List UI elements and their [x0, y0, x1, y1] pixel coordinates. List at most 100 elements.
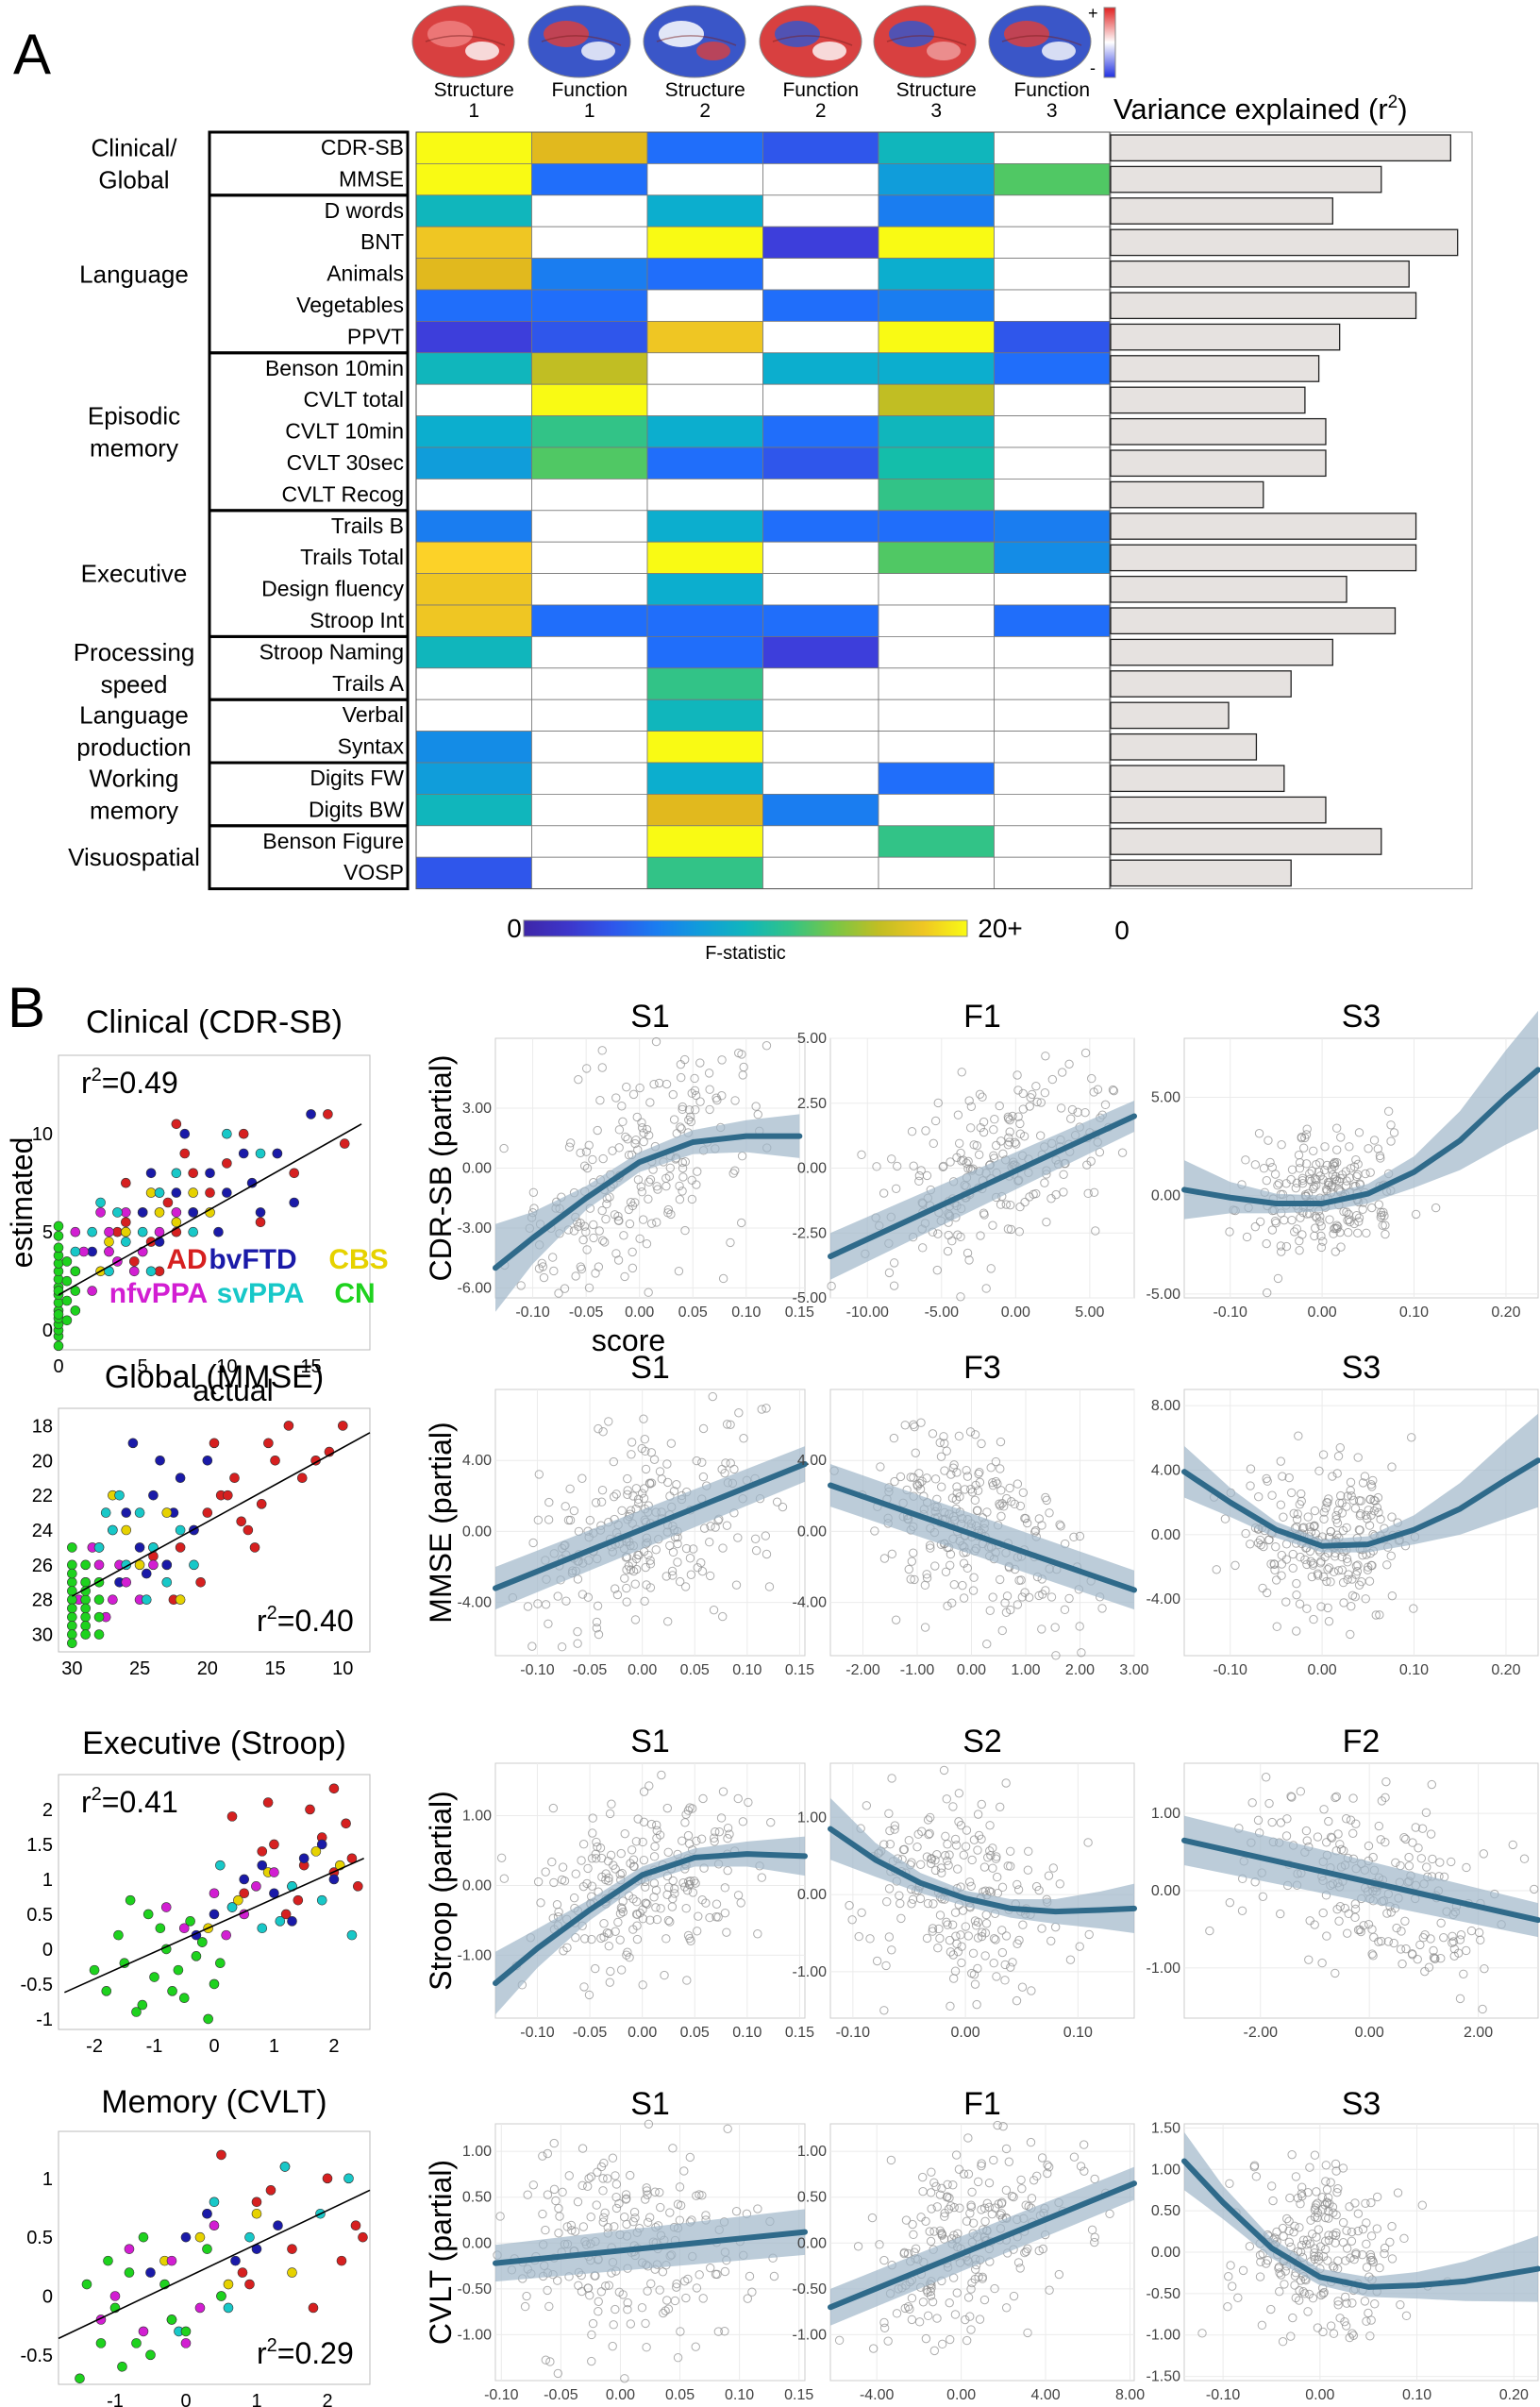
partial-point [1345, 1217, 1355, 1227]
heatmap-group-box [208, 824, 410, 891]
partial-point [1372, 2224, 1382, 2233]
partial-point [1262, 1588, 1272, 1598]
heatmap-cell [994, 541, 1111, 575]
partial-point [1045, 1508, 1054, 1518]
partial-point [950, 2310, 961, 2319]
partial-point [1319, 1507, 1329, 1517]
heatmap-cell [415, 320, 532, 354]
partial-point [583, 1863, 593, 1874]
partial-point [1346, 1486, 1355, 1495]
scatter-point [141, 1568, 152, 1579]
partial-point [632, 1897, 642, 1907]
scatter-point [336, 2255, 347, 2266]
partial-point [926, 2236, 936, 2247]
partial-point [1280, 1215, 1289, 1225]
partial-point [676, 2327, 685, 2336]
partial-point [1320, 1142, 1330, 1152]
partial-point [1318, 2289, 1329, 2298]
partial-point [935, 1910, 946, 1920]
partial-point [995, 1101, 1004, 1111]
partial-point [1338, 1577, 1348, 1588]
partial-point [1462, 1862, 1471, 1873]
heatmap-cell [878, 731, 995, 764]
variance-bar [1110, 859, 1292, 887]
partial-point [619, 1231, 628, 1240]
partial-point [1381, 1793, 1390, 1803]
partial-point [557, 1642, 567, 1652]
partial-point [909, 1548, 918, 1557]
partial-point [1035, 1131, 1046, 1140]
legend-entry: nfvPPA [109, 1278, 208, 1309]
partial-point [1046, 1194, 1056, 1204]
partial-point [1380, 2248, 1389, 2259]
heatmap-row-label: VOSP [343, 860, 404, 884]
partial-point [618, 1907, 628, 1917]
partial-point [1365, 2331, 1375, 2341]
partial-point [692, 1180, 701, 1189]
partial-point [1044, 1871, 1054, 1880]
partial-point [614, 1125, 625, 1135]
partial-point [1003, 1114, 1013, 1123]
heatmap-cell [762, 573, 879, 606]
partial-point [528, 1187, 539, 1197]
partial-point [1281, 1597, 1291, 1607]
scatter-point [202, 1507, 213, 1518]
scatter-point [104, 1237, 114, 1247]
partial-point [1333, 1829, 1343, 1839]
heatmap-cell [646, 510, 763, 543]
partial-point [1015, 2264, 1025, 2273]
scatter-point [128, 1256, 140, 1267]
heatmap-cell [878, 162, 995, 196]
scatter-y-tick-label: -1 [36, 2010, 53, 2030]
partial-point [691, 1105, 700, 1115]
heatmap-cell [762, 478, 879, 512]
partial-point [996, 1464, 1005, 1473]
heatmap-group-label: Episodic [88, 401, 180, 429]
partial-point [663, 1847, 673, 1858]
partial-point [673, 2353, 683, 2363]
partial-point [903, 2248, 913, 2259]
partial-point [1455, 1935, 1465, 1944]
partial-point [1386, 1120, 1396, 1130]
partial-point [1006, 1224, 1016, 1235]
partial-point [1361, 1510, 1371, 1520]
partial-point [722, 1420, 732, 1429]
scatter-point [273, 2220, 283, 2231]
scatter-y-tick-label: 1 [42, 2169, 53, 2190]
partial-point [1282, 1814, 1292, 1824]
partial-point [1005, 1846, 1015, 1856]
partial-point [967, 2278, 977, 2288]
partial-point [592, 2200, 601, 2210]
partial-point [643, 2286, 652, 2296]
partial-point [937, 1482, 946, 1491]
variance-title-superscript: 2 [1388, 93, 1398, 112]
partial-point [896, 1913, 906, 1924]
partial-point [887, 1549, 897, 1559]
partial-x-tick-label: 0.05 [678, 1304, 708, 1321]
partial-point [884, 1809, 894, 1818]
variance-plot-frame [1110, 131, 1473, 890]
heatmap-cell [531, 604, 648, 637]
partial-point [582, 1163, 593, 1173]
partial-point [1015, 1129, 1026, 1138]
scatter-y-tick-label: -0.5 [21, 2346, 53, 2366]
partial-point [610, 2222, 619, 2231]
scatter-point [251, 2197, 262, 2208]
scatter-point [80, 1559, 91, 1571]
partial-point [544, 1497, 554, 1507]
partial-point [1018, 1088, 1028, 1099]
partial-point [585, 1515, 595, 1525]
partial-point [1021, 2200, 1030, 2210]
scatter-point [222, 1128, 232, 1139]
partial-plot-title: S2 [962, 1724, 1002, 1759]
scatter-point [188, 1226, 199, 1237]
partial-point [713, 1912, 723, 1922]
partial-point [1069, 1532, 1079, 1542]
partial-point [1300, 1555, 1310, 1564]
partial-point [923, 1815, 933, 1825]
partial-point [1338, 2163, 1348, 2173]
partial-point [644, 2213, 655, 2222]
partial-point [597, 1205, 607, 1216]
partial-point [1368, 2257, 1378, 2267]
partial-point [686, 1936, 695, 1945]
